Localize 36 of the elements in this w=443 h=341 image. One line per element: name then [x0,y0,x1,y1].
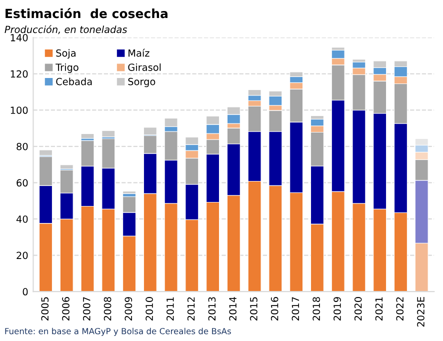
y-tick-label: 80 [16,142,28,150]
y-tick-label: 120 [10,70,28,78]
x-tick-label: 2023E [417,297,424,327]
x-tick-label: 2012 [187,297,195,320]
x-tick-label: 2009 [124,297,132,320]
x-tick-label: 2017 [292,297,300,320]
legend-label: Maíz [128,48,150,57]
legend-label: Girasol [128,63,161,71]
y-tick-label: 20 [16,252,28,260]
chart-title: Estimación de cosecha [6,8,168,18]
x-tick-label: 2019 [334,297,341,320]
x-tick-label: 2007 [82,297,90,320]
x-tick-label: 2016 [270,297,278,320]
x-tick-label: 2011 [166,297,174,320]
x-tick-label: 2014 [229,296,237,320]
x-tick-label: 2015 [250,297,258,320]
x-tick-label: 2005 [41,297,49,320]
source-note: Fuente: en base a MAGyP y Bolsa de Cereales de BsAs [5,328,231,336]
legend-label: Sorgo [128,78,156,88]
legend-label: Trigo [56,63,78,73]
legend-label: Soja [56,49,76,59]
legend-label: Cebada [56,78,92,86]
y-tick-label: 40 [16,215,28,223]
x-tick-label: 2006 [62,297,70,320]
y-tick-label: 100 [10,106,28,114]
x-tick-label: 2020 [354,297,362,320]
chart-subtitle: Producción, en toneladas [4,25,128,34]
y-tick-label: 0 [22,288,28,296]
x-tick-label: 2022 [396,297,404,320]
x-tick-label: 2008 [104,297,112,320]
x-tick-label: 2021 [375,297,383,320]
x-tick-label: 2013 [208,297,216,320]
y-tick-label: 60 [16,179,28,187]
x-tick-label: 2010 [146,297,153,320]
x-tick-label: 2018 [312,297,320,320]
y-tick-label: 140 [10,34,28,42]
